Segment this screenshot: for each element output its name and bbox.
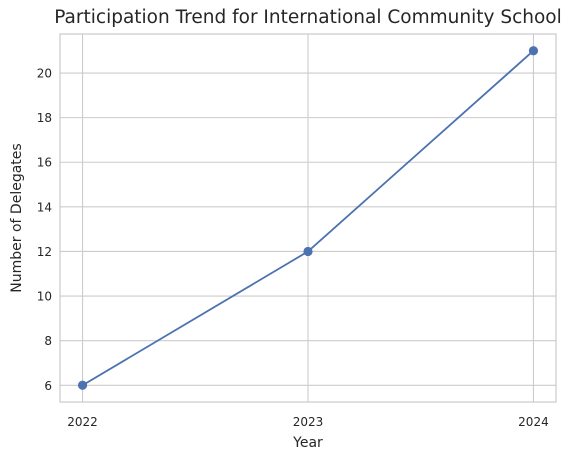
y-axis-label: Number of Delegates [9, 143, 25, 292]
chart-title: Participation Trend for International Co… [54, 7, 562, 28]
y-tick-label: 12 [37, 245, 52, 259]
x-axis-label: Year [292, 435, 323, 451]
x-tick-label: 2022 [67, 415, 98, 429]
y-tick-label: 16 [37, 156, 52, 170]
y-tick-label: 20 [37, 67, 52, 81]
data-point [303, 247, 312, 256]
y-tick-label: 18 [37, 111, 52, 125]
x-tick-labels: 2022 2023 2024 [67, 415, 548, 429]
y-tick-label: 8 [44, 334, 52, 348]
y-tick-label: 14 [37, 200, 52, 214]
y-tick-label: 6 [44, 379, 52, 393]
grid [60, 34, 556, 402]
data-point [529, 46, 538, 55]
data-point [78, 381, 87, 390]
x-tick-label: 2023 [293, 415, 324, 429]
y-tick-labels: 6 8 10 12 14 16 18 20 [37, 67, 52, 393]
x-tick-label: 2024 [518, 415, 549, 429]
y-tick-label: 10 [37, 290, 52, 304]
